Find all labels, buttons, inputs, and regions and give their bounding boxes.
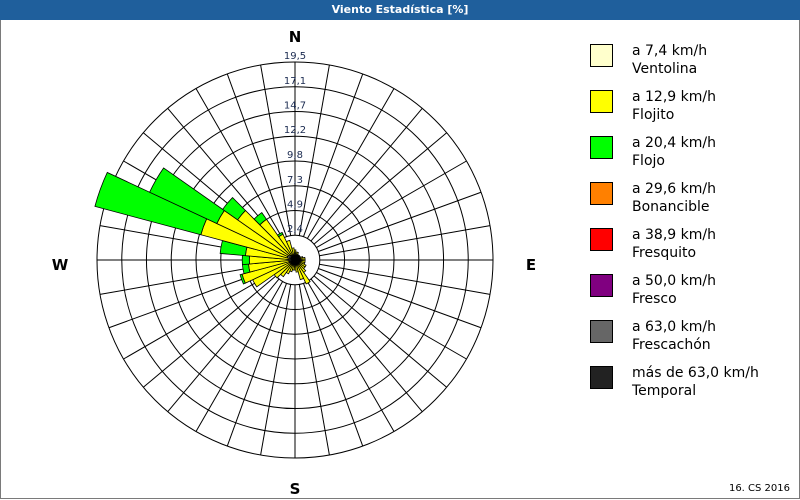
grid-spoke	[313, 275, 447, 388]
legend-label: a 7,4 km/h Ventolina	[632, 42, 707, 78]
legend-class: Fresquito	[632, 245, 697, 261]
petal-segment	[291, 247, 295, 256]
compass-label-W: W	[52, 256, 69, 274]
ring-label: 14,7	[284, 100, 306, 111]
ring-label: 2,4	[287, 224, 303, 235]
legend-label: más de 63,0 km/h Temporal	[632, 364, 759, 400]
grid-spoke	[298, 64, 330, 236]
compass-label-N: N	[289, 28, 302, 46]
legend-swatch	[590, 320, 613, 343]
footer-text: 16. CS 2016	[728, 483, 790, 494]
legend-class: Frescachón	[632, 337, 711, 353]
grid-spoke	[298, 284, 330, 456]
ring-label: 9,8	[287, 150, 303, 161]
grid-spoke	[310, 278, 423, 412]
legend-swatch	[590, 90, 613, 113]
grid-spoke	[167, 278, 280, 412]
grid-spoke	[319, 263, 491, 295]
legend-swatch	[590, 44, 613, 67]
grid-spoke	[123, 271, 274, 360]
legend-class: Bonancible	[632, 199, 710, 215]
grid-spoke	[195, 281, 284, 432]
legend-label: a 20,4 km/h Flojo	[632, 134, 716, 170]
petal-segment	[295, 251, 299, 256]
ring-label: 4,9	[287, 199, 303, 210]
petal-segment	[296, 263, 311, 285]
petal-segment	[241, 263, 251, 275]
legend-swatch	[590, 182, 613, 205]
legend-swatch	[590, 136, 613, 159]
grid-spoke	[313, 132, 447, 245]
petal-segment	[253, 212, 268, 226]
grid-spoke	[260, 64, 292, 236]
grid-spoke	[195, 88, 284, 239]
legend-class: Flojito	[632, 107, 675, 123]
legend-label: a 38,9 km/h Fresquito	[632, 226, 716, 262]
grid-spoke	[316, 271, 467, 360]
legend-swatch	[590, 228, 613, 251]
grid-spoke	[303, 283, 364, 447]
grid-spoke	[226, 283, 287, 447]
grid-spoke	[99, 263, 271, 295]
petal-segment	[276, 231, 284, 238]
grid-spoke	[310, 108, 423, 242]
grid-spoke	[260, 284, 292, 456]
petal-segment	[285, 239, 295, 256]
legend-label: a 12,9 km/h Flojito	[632, 88, 716, 124]
grid-spoke	[319, 225, 491, 257]
legend-swatch	[590, 274, 613, 297]
legend-speed: a 50,0 km/h	[632, 273, 716, 289]
legend-label: a 63,0 km/h Frescachón	[632, 318, 716, 354]
grid-spoke	[226, 73, 287, 237]
legend-class: Fresco	[632, 291, 677, 307]
legend-speed: a 38,9 km/h	[632, 227, 716, 243]
legend-class: Ventolina	[632, 61, 698, 77]
grid-spoke	[306, 281, 395, 432]
petal-segment	[241, 254, 250, 266]
grid-spoke	[318, 191, 482, 252]
grid-spoke	[143, 275, 277, 388]
legend-label: a 50,0 km/h Fresco	[632, 272, 716, 308]
ring-label: 12,2	[284, 125, 306, 136]
petal-segment	[239, 273, 246, 285]
grid-spoke	[306, 88, 395, 239]
window-title: Viento Estadística [%]	[0, 0, 800, 20]
ring-label: 17,1	[284, 76, 306, 87]
grid-spoke	[303, 73, 364, 237]
petal-segment	[222, 196, 247, 221]
petal-segment	[149, 167, 225, 225]
legend-speed: a 63,0 km/h	[632, 319, 716, 335]
petal-segment	[94, 171, 208, 236]
legend-swatch	[590, 366, 613, 389]
legend-speed: a 29,6 km/h	[632, 181, 716, 197]
legend-label: a 29,6 km/h Bonancible	[632, 180, 716, 216]
legend-speed: más de 63,0 km/h	[632, 365, 759, 381]
compass-label-E: E	[526, 256, 536, 274]
ring-label: 7,3	[287, 175, 303, 186]
ring-label: 19,5	[284, 51, 306, 62]
legend-speed: a 12,9 km/h	[632, 89, 716, 105]
petal-segment	[295, 264, 305, 281]
calm-circle	[272, 237, 318, 283]
grid-spoke	[316, 160, 467, 249]
legend-speed: a 20,4 km/h	[632, 135, 716, 151]
compass-label-S: S	[290, 480, 301, 498]
grid-spoke	[318, 268, 482, 329]
legend-speed: a 7,4 km/h	[632, 43, 708, 59]
legend-class: Temporal	[632, 383, 697, 399]
legend-class: Flojo	[632, 153, 665, 169]
